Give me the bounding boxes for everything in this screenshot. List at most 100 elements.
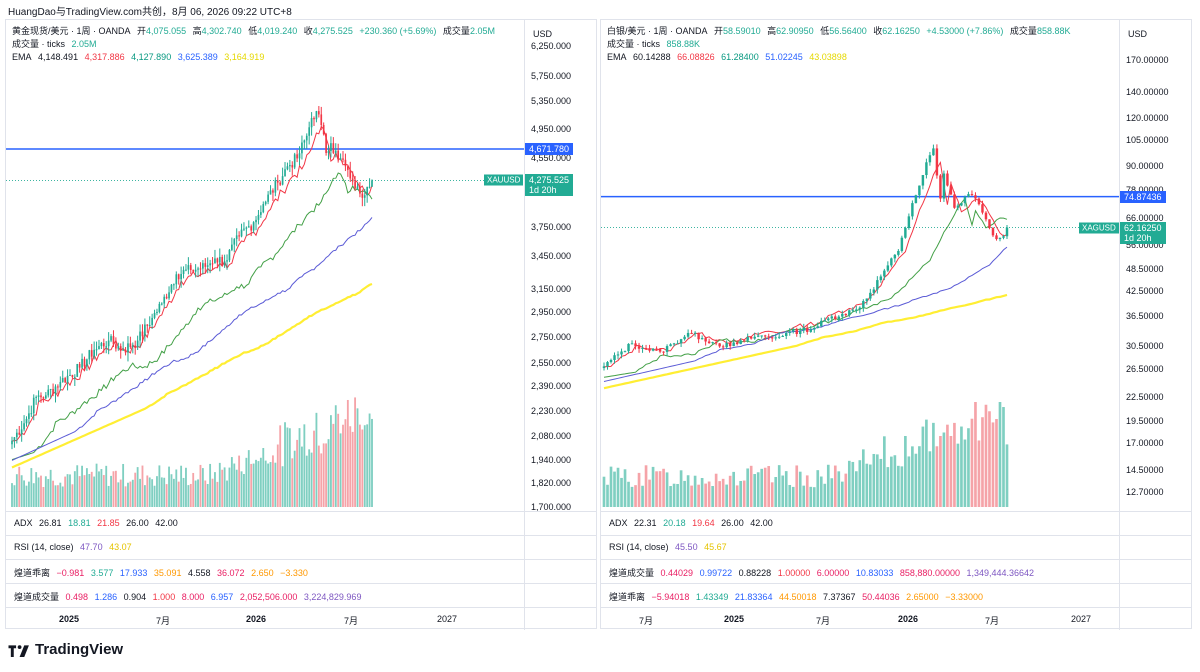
- gold-volume-ind-pane[interactable]: 煌道成交量 0.498 1.286 0.904 1.000 8.000 6.95…: [6, 583, 597, 608]
- silver-price-tick: 56.00000: [1126, 239, 1164, 250]
- silver-volume-bar: [714, 473, 718, 507]
- silver-candle-body: [974, 195, 977, 199]
- silver-adx-pane[interactable]: ADX 22.31 20.18 19.64 26.00 42.00: [601, 511, 1192, 536]
- gold-price-axis[interactable]: USD 6,250.000 5,750.000 5,350.000 4,950.000…: [524, 20, 597, 512]
- gold-volume-bar: [286, 427, 289, 507]
- gold-candle-body: [346, 166, 349, 170]
- silver-hline-price-label[interactable]: 74.87436: [1120, 190, 1166, 203]
- gold-deviation-pane[interactable]: 煌道乖离 −0.981 3.577 17.933 35.091 4.558 36…: [6, 559, 597, 584]
- gold-volume-bar: [371, 418, 373, 507]
- gold-candle-body: [59, 381, 62, 388]
- gold-volume-bar: [351, 431, 354, 507]
- gold-volume-bar: [30, 468, 33, 507]
- gold-candle-body: [315, 111, 318, 120]
- silver-title[interactable]: 白银/美元 · 1周 · OANDA: [607, 26, 708, 36]
- silver-rsi-v1: 45.67: [704, 542, 727, 552]
- gold-low: 4,019.240: [257, 26, 298, 36]
- gold-candle-body: [257, 214, 260, 220]
- gold-vol: 2.05M: [469, 26, 495, 36]
- silver-time-axis[interactable]: 7月 2025 7月 2026 7月 2027: [601, 607, 1192, 630]
- gold-volume-bar: [146, 475, 149, 507]
- silver-candle-body: [609, 359, 613, 363]
- gold-candle-body: [262, 204, 265, 213]
- gold-candle-body: [163, 296, 166, 304]
- gold-volume-bar: [163, 477, 166, 507]
- gold-candle-body: [361, 193, 364, 198]
- gold-volind-v7: 3,224,829.969: [303, 592, 362, 602]
- silver-volume-bar: [830, 478, 834, 507]
- gold-rsi-pane[interactable]: RSI (14, close) 47.70 43.07: [6, 535, 597, 560]
- silver-price-tick: 48.50000: [1126, 263, 1164, 274]
- gold-adx-pane[interactable]: ADX 26.81 18.81 21.85 26.00 42.00: [6, 511, 597, 536]
- silver-chart-panel[interactable]: 白银/美元 · 1周 · OANDA 开58.59010 高62.90950 低…: [600, 19, 1192, 630]
- gold-time-tick: 7月: [343, 616, 359, 626]
- gold-candle-body: [165, 296, 168, 299]
- tradingview-logo-icon: [8, 644, 29, 657]
- gold-candle-body: [339, 158, 342, 160]
- silver-candle-body: [876, 280, 879, 290]
- silver-candle-body: [981, 204, 984, 213]
- gold-candle-body: [231, 244, 233, 250]
- silver-candle-body: [788, 331, 791, 333]
- gold-time-axis[interactable]: 2025 7月 2026 7月 2027: [6, 607, 597, 630]
- gold-high-label: 高: [192, 26, 202, 36]
- gold-volind-v3: 1.000: [152, 592, 176, 602]
- gold-volume-bar: [327, 439, 330, 507]
- gold-chart-panel[interactable]: 黄金现货/美元 · 1周 · OANDA 开4,075.055 高4,302.7…: [5, 19, 597, 630]
- silver-price-axis[interactable]: USD 170.00000 140.00000 120.00000 105.00000…: [1119, 20, 1192, 511]
- gold-axis-unit[interactable]: USD: [533, 29, 553, 39]
- silver-volume-bar: [788, 484, 792, 507]
- silver-axis-unit[interactable]: USD: [1128, 29, 1148, 39]
- gold-volume-bar: [322, 443, 325, 507]
- gold-volume-bar: [78, 476, 81, 507]
- gold-candle-body: [238, 235, 240, 237]
- gold-candle-body: [44, 395, 47, 399]
- gold-candle-body: [144, 324, 146, 337]
- gold-price-plot[interactable]: 黄金现货/美元 · 1周 · OANDA 开4,075.055 高4,302.7…: [6, 20, 524, 511]
- gold-candle-body: [102, 343, 105, 347]
- gold-volume-bar: [127, 482, 129, 507]
- gold-adx-v1: 18.81: [68, 518, 91, 528]
- silver-ema-row[interactable]: EMA 60.14288 66.08826 61.28400 51.02245 …: [607, 51, 1074, 64]
- tradingview-brand[interactable]: TradingView: [8, 641, 123, 658]
- gold-candle-body: [47, 389, 50, 396]
- silver-symbol-tag: XAGUSD: [1079, 222, 1119, 234]
- gold-adx-v3: 26.00: [126, 518, 149, 528]
- gold-candle-body: [310, 117, 313, 128]
- gold-candle-body: [117, 346, 120, 349]
- gold-candle-body: [250, 226, 253, 231]
- silver-volume-row[interactable]: 成交量 · ticks 858.88K: [607, 38, 1074, 51]
- silver-volume-ind-pane[interactable]: 煌道成交量 0.44029 0.99722 0.88228 1.00000 6.…: [601, 559, 1192, 584]
- silver-candlestick-chart[interactable]: [601, 20, 1119, 511]
- silver-candle-body: [837, 316, 841, 320]
- silver-candle-body: [799, 330, 802, 334]
- silver-volume-bar: [711, 486, 714, 507]
- gold-volume-bar: [69, 474, 71, 507]
- gold-ema-row[interactable]: EMA 4,148.491 4,317.886 4,127.890 3,625.…: [12, 51, 499, 64]
- gold-price-tick: 2,950.000: [531, 306, 572, 317]
- silver-deviation-pane[interactable]: 煌道乖离 −5.94018 1.43349 21.83364 44.50018 …: [601, 583, 1192, 608]
- gold-title[interactable]: 黄金现货/美元 · 1周 · OANDA: [12, 26, 131, 36]
- gold-candle-body: [69, 374, 71, 376]
- gold-candle-body: [334, 150, 337, 153]
- silver-price-plot[interactable]: 白银/美元 · 1周 · OANDA 开58.59010 高62.90950 低…: [601, 20, 1119, 511]
- silver-volume-bar: [697, 484, 700, 507]
- gold-candlestick-chart[interactable]: [6, 20, 524, 511]
- silver-candle-body: [855, 309, 858, 311]
- silver-candle-body: [767, 336, 770, 338]
- silver-candle-body: [686, 332, 690, 337]
- silver-rsi-pane[interactable]: RSI (14, close) 45.50 45.67: [601, 535, 1192, 560]
- silver-volume-bar: [935, 446, 939, 507]
- gold-volume-row[interactable]: 成交量 · ticks 2.05M: [12, 38, 499, 51]
- gold-candle-body: [124, 349, 127, 353]
- silver-volume-bar: [840, 481, 844, 507]
- silver-price-tick: 19.50000: [1126, 415, 1164, 426]
- gold-hline-price-label[interactable]: 4,671.780: [525, 143, 574, 156]
- silver-volume-bar: [644, 465, 648, 507]
- gold-volume-bar: [117, 482, 120, 507]
- silver-volume-bar: [861, 449, 865, 507]
- gold-volume-bar: [49, 469, 52, 507]
- silver-bar-countdown: 1d 20h: [1124, 232, 1152, 243]
- silver-candle-body: [718, 343, 721, 347]
- gold-volind-v1: 1.286: [94, 592, 118, 602]
